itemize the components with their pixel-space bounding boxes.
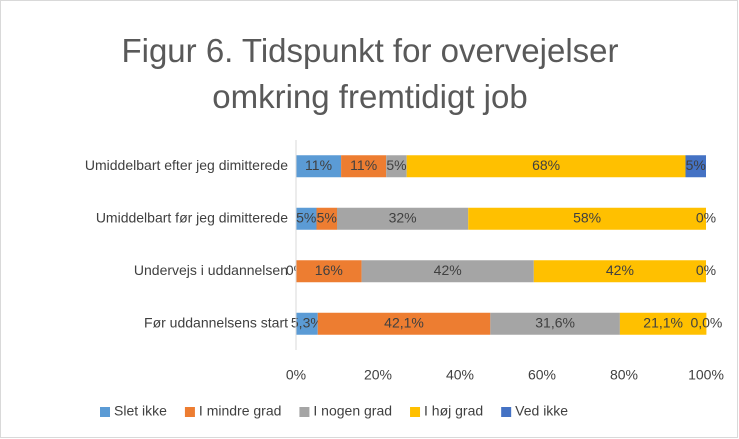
- legend-swatch: [184, 407, 195, 417]
- value-label: 68%: [532, 157, 560, 173]
- bar-segment: [341, 155, 387, 178]
- bar-segment: [337, 207, 469, 230]
- legend-label: I mindre grad: [199, 403, 281, 419]
- value-label: 5%: [686, 157, 706, 173]
- value-label: 5%: [317, 209, 337, 225]
- x-tick-label: 0%: [286, 367, 306, 383]
- bar-segment: [317, 312, 491, 335]
- value-label: 11%: [305, 157, 332, 173]
- value-label: 0%: [696, 209, 716, 225]
- value-label: 58%: [573, 209, 601, 225]
- value-label: 11%: [350, 157, 377, 173]
- value-label: 16%: [315, 262, 343, 278]
- value-label: 0,0%: [690, 314, 722, 330]
- y-tick-label: Umiddelbart efter jeg dimitterede: [85, 157, 288, 173]
- x-tick-label: 40%: [446, 367, 474, 383]
- bar-segment: [685, 155, 706, 178]
- x-tick-label: 20%: [364, 367, 392, 383]
- bar-segment: [490, 312, 620, 335]
- value-label: 0%: [696, 262, 716, 278]
- value-label: 5%: [386, 157, 406, 173]
- bar-segment: [296, 207, 317, 230]
- legend-label: I høj grad: [424, 403, 483, 419]
- legend-swatch: [410, 407, 421, 417]
- value-label: 31,6%: [535, 314, 575, 330]
- x-tick-label: 80%: [610, 367, 638, 383]
- legend-label: I nogen grad: [313, 403, 392, 419]
- value-label: 42%: [434, 262, 462, 278]
- value-label: 42%: [606, 262, 634, 278]
- bar-segment: [533, 260, 706, 283]
- legend-label: Slet ikke: [114, 403, 167, 419]
- y-tick-label: Undervejs i uddannelsen: [134, 262, 288, 278]
- bar-segment: [386, 155, 407, 178]
- y-tick-label: Umiddelbart før jeg dimitterede: [96, 209, 288, 225]
- y-tick-label: Før uddannelsens start: [144, 314, 288, 330]
- value-label: 42,1%: [384, 314, 424, 330]
- bar-segment: [296, 312, 318, 335]
- value-label: 5,3%: [291, 314, 323, 330]
- x-tick-label: 60%: [528, 367, 556, 383]
- legend-swatch: [100, 407, 110, 417]
- value-label: 21,1%: [643, 314, 683, 330]
- chart-title: Figur 6. Tidspunkt for overvejelser omkr…: [121, 32, 619, 115]
- value-label: 5%: [296, 209, 316, 225]
- bar-segment: [619, 312, 707, 335]
- x-tick-label: 100%: [688, 367, 724, 383]
- value-label: 32%: [389, 209, 417, 225]
- bar-segment: [361, 260, 534, 283]
- bar-segment: [468, 207, 706, 230]
- bar-segment: [316, 207, 337, 230]
- bar-segment: [296, 260, 362, 283]
- bar-segment: [406, 155, 686, 178]
- legend-swatch: [299, 407, 310, 417]
- legend-swatch: [501, 407, 512, 417]
- legend-label: Ved ikke: [515, 403, 568, 419]
- bar-segment: [296, 155, 342, 178]
